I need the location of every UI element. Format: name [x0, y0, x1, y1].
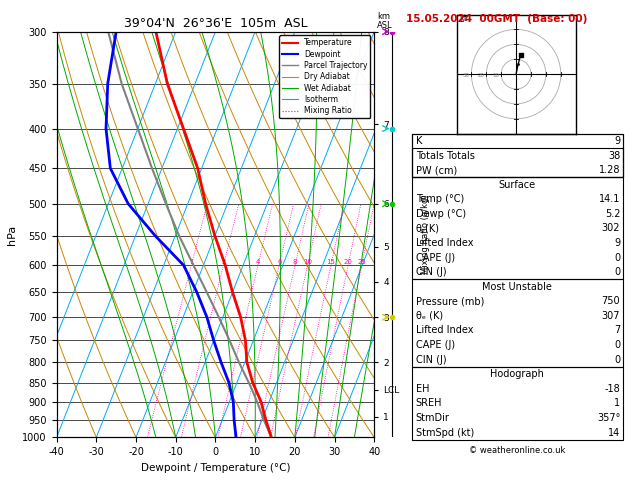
- Text: Lifted Index: Lifted Index: [416, 326, 473, 335]
- Text: 0: 0: [614, 267, 620, 277]
- Text: 20: 20: [343, 259, 352, 265]
- Text: StmDir: StmDir: [416, 413, 450, 423]
- Text: 0: 0: [614, 355, 620, 364]
- Text: 0: 0: [614, 340, 620, 350]
- Text: km
ASL: km ASL: [377, 12, 393, 30]
- Text: CIN (J): CIN (J): [416, 355, 447, 364]
- Text: 8: 8: [292, 259, 298, 265]
- Text: 302: 302: [602, 224, 620, 233]
- Text: 0: 0: [614, 253, 620, 262]
- Text: CAPE (J): CAPE (J): [416, 253, 455, 262]
- Text: Temp (°C): Temp (°C): [416, 194, 464, 204]
- Y-axis label: hPa: hPa: [7, 225, 17, 244]
- Text: 307: 307: [602, 311, 620, 321]
- Text: 7: 7: [614, 326, 620, 335]
- Text: kt: kt: [460, 14, 467, 22]
- Text: Lifted Index: Lifted Index: [416, 238, 473, 248]
- Text: PW (cm): PW (cm): [416, 165, 457, 175]
- Legend: Temperature, Dewpoint, Parcel Trajectory, Dry Adiabat, Wet Adiabat, Isotherm, Mi: Temperature, Dewpoint, Parcel Trajectory…: [279, 35, 370, 118]
- Text: 357°: 357°: [597, 413, 620, 423]
- Text: Pressure (mb): Pressure (mb): [416, 296, 484, 306]
- Text: 25: 25: [357, 259, 366, 265]
- Text: Mixing Ratio (g/kg): Mixing Ratio (g/kg): [421, 195, 430, 274]
- Text: 10: 10: [493, 73, 499, 78]
- Text: θₑ(K): θₑ(K): [416, 224, 440, 233]
- Text: 750: 750: [601, 296, 620, 306]
- Text: StmSpd (kt): StmSpd (kt): [416, 428, 474, 437]
- Text: 1: 1: [189, 259, 194, 265]
- Text: 1: 1: [614, 399, 620, 408]
- Text: SREH: SREH: [416, 399, 442, 408]
- Text: θₑ (K): θₑ (K): [416, 311, 443, 321]
- Text: 5.2: 5.2: [604, 209, 620, 219]
- Text: 9: 9: [614, 238, 620, 248]
- Text: 14: 14: [608, 428, 620, 437]
- Text: 15: 15: [326, 259, 335, 265]
- Text: -18: -18: [604, 384, 620, 394]
- Text: 38: 38: [608, 151, 620, 160]
- Text: Hodograph: Hodograph: [491, 369, 544, 379]
- X-axis label: Dewpoint / Temperature (°C): Dewpoint / Temperature (°C): [141, 463, 290, 473]
- Title: 39°04'N  26°36'E  105m  ASL: 39°04'N 26°36'E 105m ASL: [124, 17, 307, 31]
- Text: Totals Totals: Totals Totals: [416, 151, 475, 160]
- Text: K: K: [416, 136, 422, 146]
- Text: 1.28: 1.28: [599, 165, 620, 175]
- Text: Most Unstable: Most Unstable: [482, 282, 552, 292]
- Text: 2: 2: [221, 259, 226, 265]
- Text: 30: 30: [463, 73, 470, 78]
- Text: Dewp (°C): Dewp (°C): [416, 209, 466, 219]
- Text: Surface: Surface: [499, 180, 536, 190]
- Text: 10: 10: [303, 259, 312, 265]
- Text: 15.05.2024  00GMT  (Base: 00): 15.05.2024 00GMT (Base: 00): [406, 14, 587, 24]
- Text: 9: 9: [614, 136, 620, 146]
- Text: © weatheronline.co.uk: © weatheronline.co.uk: [469, 446, 565, 455]
- Text: EH: EH: [416, 384, 429, 394]
- Text: CIN (J): CIN (J): [416, 267, 447, 277]
- Text: 6: 6: [277, 259, 282, 265]
- Text: 14.1: 14.1: [599, 194, 620, 204]
- Text: 20: 20: [478, 73, 485, 78]
- Text: CAPE (J): CAPE (J): [416, 340, 455, 350]
- Text: 4: 4: [256, 259, 260, 265]
